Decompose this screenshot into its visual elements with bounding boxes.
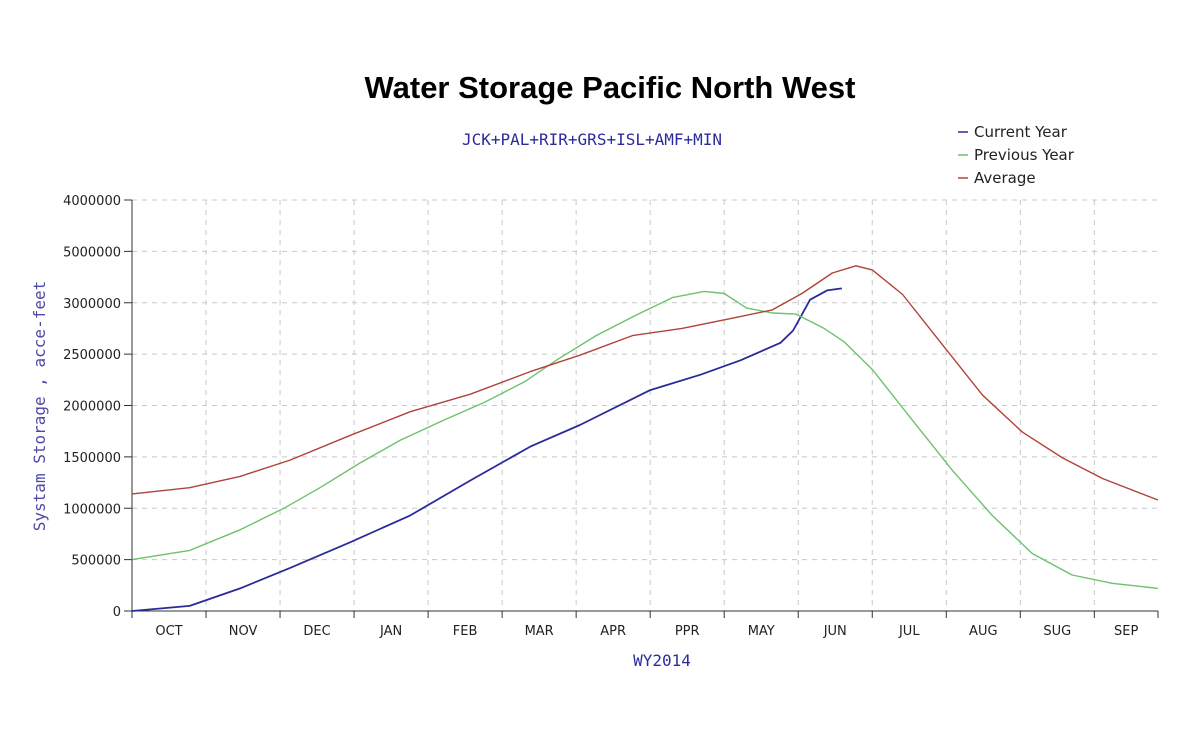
y-axis-label: Systam Storage , acce-feet (30, 281, 49, 531)
x-tick-label: JUN (823, 624, 847, 639)
series-line-current-year (131, 287, 843, 612)
x-tick-label: NOV (229, 624, 258, 639)
y-tick-label: 1500000 (63, 451, 121, 466)
legend-label: Current Year (974, 123, 1068, 141)
x-tick-label: APR (600, 624, 626, 639)
x-tick-label: JUL (898, 624, 920, 639)
chart-subtitle: JCK+PAL+RIR+GRS+ISL+AMF+MIN (462, 130, 722, 149)
x-tick-label: MAY (748, 624, 775, 639)
y-tick-label: 5000000 (63, 245, 121, 260)
series-line-previous-year (131, 290, 1159, 590)
grid (132, 199, 1158, 611)
x-tick-label: OCT (155, 624, 182, 639)
y-tick-label: 1000000 (63, 502, 121, 517)
legend-label: Previous Year (974, 146, 1075, 164)
y-tick-label: 3000000 (63, 297, 121, 312)
series-line-average (131, 265, 1159, 501)
x-tick-label: SEP (1114, 624, 1138, 639)
series-lines (131, 265, 1159, 612)
legend-label: Average (974, 169, 1036, 187)
legend: Current Year Previous Year Average (958, 123, 1075, 187)
x-tick-label: DEC (303, 624, 330, 639)
x-tick-label: SUG (1043, 624, 1071, 639)
axes: 0 500000 1000000 1500000 2000000 2500000 30000… (63, 194, 1159, 639)
x-tick-label: JAN (379, 624, 402, 639)
chart-title: Water Storage Pacific North West (365, 70, 856, 105)
y-tick-label: 4000000 (63, 194, 121, 209)
x-tick-label: AUG (969, 624, 997, 639)
x-tick-label: MAR (525, 624, 554, 639)
y-tick-label: 2000000 (63, 400, 121, 415)
x-axis-label: WY2014 (633, 651, 691, 670)
x-tick-label: FEB (453, 624, 478, 639)
y-tick-label: 500000 (71, 554, 121, 569)
y-tick-label: 2500000 (63, 348, 121, 363)
y-tick-label: 0 (113, 605, 121, 620)
x-tick-label: PPR (675, 624, 700, 639)
